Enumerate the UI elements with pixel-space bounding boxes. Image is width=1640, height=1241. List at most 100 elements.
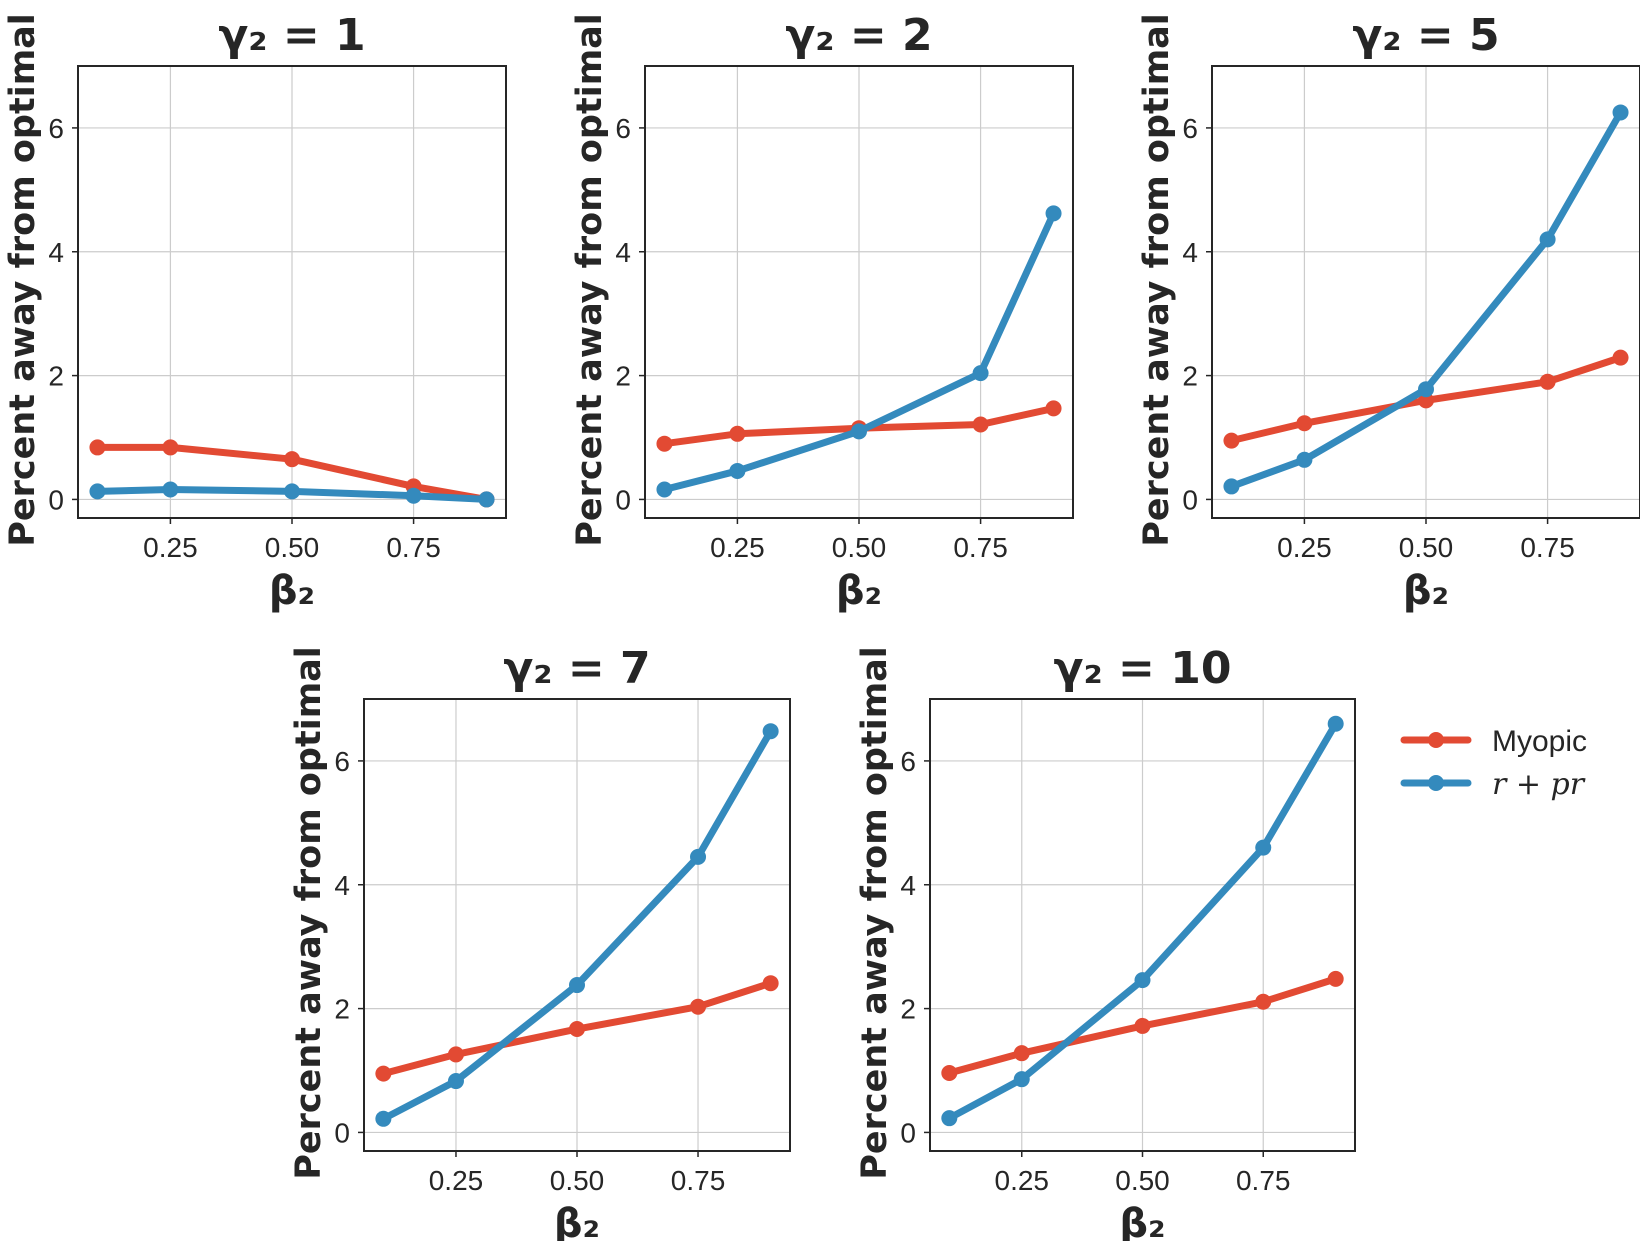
data-point-myopic — [1013, 1045, 1030, 1062]
data-point-r-pr — [162, 481, 179, 498]
x-tick-label: 0.75 — [386, 532, 441, 563]
data-point-r-pr — [375, 1110, 392, 1127]
x-axis-label: β₂ — [554, 1201, 600, 1241]
y-tick-label: 0 — [900, 1117, 916, 1148]
data-point-r-pr — [851, 423, 867, 440]
x-tick-label: 0.50 — [832, 532, 887, 563]
x-tick-label: 0.25 — [429, 1165, 484, 1196]
x-axis-label: β₂ — [1403, 568, 1449, 614]
x-tick-label: 0.25 — [143, 532, 198, 563]
x-tick-label: 0.50 — [1115, 1165, 1170, 1196]
y-tick-label: 0 — [334, 1117, 350, 1148]
x-tick-label: 0.25 — [995, 1165, 1050, 1196]
data-point-myopic — [656, 435, 673, 452]
legend-label: Myopic — [1492, 725, 1587, 758]
data-point-myopic — [1045, 400, 1062, 417]
x-axis-label: β₂ — [269, 568, 315, 614]
y-tick-label: 4 — [48, 237, 64, 268]
y-tick-label: 4 — [900, 870, 916, 901]
subplot-2: 0.25 0.50 0.75 0 2 4 6 γ₂ = 2 β₂ Percent away fro… — [570, 10, 1074, 614]
plot-area — [656, 205, 1062, 498]
data-point-myopic — [1223, 432, 1240, 449]
x-tick-label: 0.50 — [265, 532, 320, 563]
data-point-r-pr — [729, 462, 746, 479]
subplots: 0.25 0.50 0.75 0 2 4 6 γ₂ = 1 β₂ Percent away fro… — [3, 10, 1640, 1241]
data-point-myopic — [762, 975, 779, 992]
plot-area — [375, 723, 779, 1127]
x-tick-label: 0.75 — [1520, 532, 1575, 563]
legend-marker — [1428, 775, 1444, 791]
subplot-1: 0.25 0.50 0.75 0 2 4 6 γ₂ = 1 β₂ Percent away fro… — [3, 10, 507, 614]
data-point-r-pr — [1612, 104, 1629, 121]
data-point-r-pr — [762, 723, 779, 740]
data-point-myopic — [89, 439, 106, 456]
y-axis-label: Percent away from optimal — [855, 646, 895, 1180]
data-point-r-pr — [569, 977, 585, 994]
data-point-r-pr — [1134, 972, 1151, 989]
data-point-myopic — [284, 451, 300, 468]
data-point-r-pr — [89, 483, 106, 500]
data-point-myopic — [941, 1064, 958, 1081]
subplot-3: 0.25 0.50 0.75 0 2 4 6 γ₂ = 5 β₂ Percent away fro… — [1137, 10, 1640, 614]
y-tick-label: 0 — [1182, 484, 1198, 515]
y-axis-label: Percent away from optimal — [289, 646, 329, 1180]
subplot-title: γ₂ = 10 — [1054, 643, 1232, 694]
data-point-myopic — [1296, 415, 1313, 432]
data-point-r-pr — [478, 491, 495, 508]
data-point-myopic — [447, 1046, 464, 1063]
y-tick-label: 4 — [615, 237, 631, 268]
data-point-r-pr — [1418, 381, 1434, 398]
y-tick-label: 2 — [900, 994, 916, 1025]
data-point-r-pr — [972, 365, 989, 382]
data-point-myopic — [162, 439, 179, 456]
subplot-title: γ₂ = 2 — [785, 10, 932, 61]
data-point-myopic — [690, 998, 707, 1015]
data-point-myopic — [1612, 349, 1629, 366]
data-point-myopic — [1418, 392, 1434, 409]
y-tick-label: 2 — [1182, 361, 1198, 392]
x-axis-label: β₂ — [1119, 1201, 1165, 1241]
x-tick-label: 0.50 — [550, 1165, 605, 1196]
data-point-myopic — [1255, 993, 1272, 1010]
plot-area — [941, 715, 1344, 1127]
y-tick-label: 6 — [48, 113, 64, 144]
data-point-r-pr — [447, 1073, 464, 1090]
data-point-r-pr — [1296, 451, 1313, 468]
data-point-r-pr — [656, 481, 673, 498]
legend-item: r + pr — [1400, 767, 1586, 802]
data-point-r-pr — [284, 483, 300, 500]
x-axis-label: β₂ — [836, 568, 882, 614]
data-point-r-pr — [1223, 478, 1240, 495]
data-point-r-pr — [1539, 231, 1556, 248]
y-tick-label: 2 — [48, 361, 64, 392]
x-tick-label: 0.75 — [671, 1165, 726, 1196]
subplot-title: γ₂ = 1 — [218, 10, 365, 61]
subplot-5: 0.25 0.50 0.75 0 2 4 6 γ₂ = 10 β₂ Percent away fr… — [855, 643, 1356, 1241]
y-tick-label: 6 — [900, 746, 916, 777]
x-tick-label: 0.75 — [1236, 1165, 1291, 1196]
y-tick-label: 0 — [615, 484, 631, 515]
x-tick-label: 0.25 — [1277, 532, 1332, 563]
y-axis-label: Percent away from optimal — [3, 13, 43, 547]
data-point-r-pr — [1255, 839, 1272, 856]
legend-item: Myopic — [1400, 725, 1587, 758]
y-tick-label: 6 — [615, 113, 631, 144]
data-point-myopic — [1134, 1017, 1151, 1034]
data-point-myopic — [729, 425, 746, 442]
subplot-title: γ₂ = 7 — [503, 643, 650, 694]
plot-area — [1223, 104, 1629, 495]
plot-area — [89, 439, 495, 508]
y-tick-label: 6 — [1182, 113, 1198, 144]
x-tick-label: 0.75 — [953, 532, 1008, 563]
x-tick-label: 0.25 — [710, 532, 765, 563]
data-point-r-pr — [941, 1110, 958, 1127]
data-point-myopic — [1539, 373, 1556, 390]
legend-marker — [1428, 732, 1444, 748]
y-tick-label: 0 — [48, 484, 64, 515]
data-point-r-pr — [405, 487, 422, 504]
y-axis-label: Percent away from optimal — [570, 13, 610, 547]
subplot-title: γ₂ = 5 — [1352, 10, 1499, 61]
x-tick-label: 0.50 — [1399, 532, 1454, 563]
legend: Myopic r + pr — [1400, 725, 1587, 802]
y-tick-label: 2 — [334, 994, 350, 1025]
